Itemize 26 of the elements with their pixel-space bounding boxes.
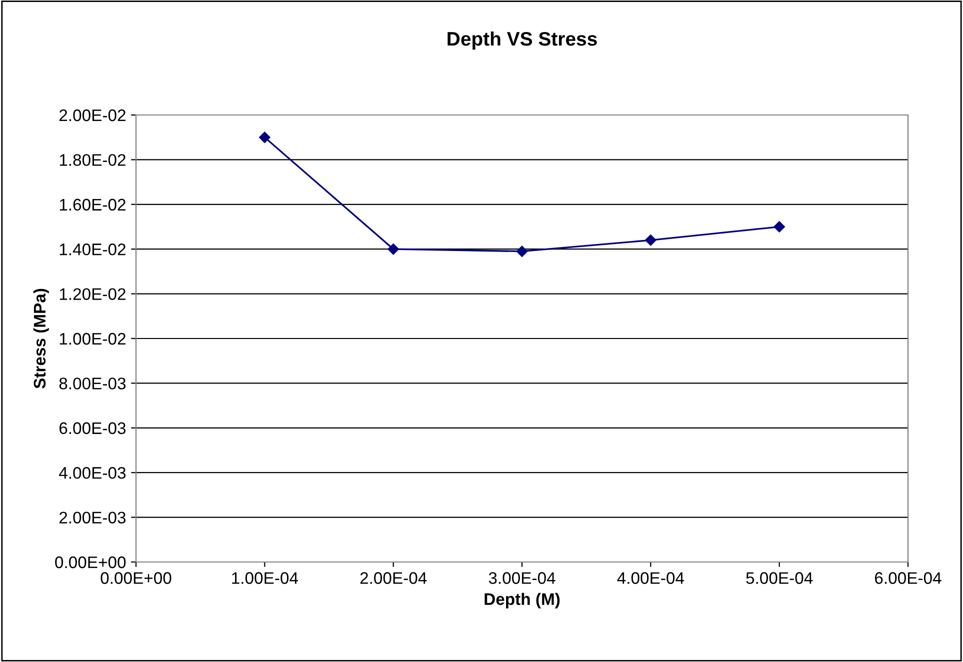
y-axis-title: Stress (MPa) — [33, 288, 49, 388]
y-tick-label: 2.00E-02 — [59, 109, 126, 122]
point — [645, 234, 656, 246]
point — [259, 132, 270, 143]
y-tick-label: 1.80E-02 — [60, 154, 126, 166]
point — [388, 243, 399, 255]
y-tick-label: 1.20E-02 — [60, 288, 126, 300]
y-tick-label: 1.40E-02 — [60, 244, 126, 256]
x-tick-label: 0.00E+00 — [100, 572, 172, 584]
x-tick-label: 1.00E-04 — [232, 572, 298, 584]
chart-title: Depth VS Stress — [448, 31, 597, 50]
x-tick-label: 6.00E-04 — [875, 572, 942, 584]
y-tick-label: 1.60E-02 — [60, 198, 126, 211]
y-tick-label: 6.00E-03 — [59, 422, 126, 434]
y-tick-label: 2.00E-03 — [59, 512, 126, 524]
x-axis-title: Depth (M) — [484, 592, 560, 608]
point — [774, 221, 785, 232]
y-tick-label: 4.00E-03 — [59, 467, 126, 479]
x-tick-label: 2.00E-04 — [360, 572, 427, 584]
y-tick-label: 0.00E+00 — [55, 556, 126, 568]
y-tick-label: 8.00E-03 — [59, 378, 126, 390]
point — [516, 246, 528, 257]
x-tick-label: 4.00E-04 — [617, 572, 684, 584]
x-tick-label: 3.00E-04 — [488, 572, 556, 584]
y-tick-label: 1.00E-02 — [60, 332, 126, 345]
x-tick-label: 5.00E-04 — [746, 572, 813, 584]
